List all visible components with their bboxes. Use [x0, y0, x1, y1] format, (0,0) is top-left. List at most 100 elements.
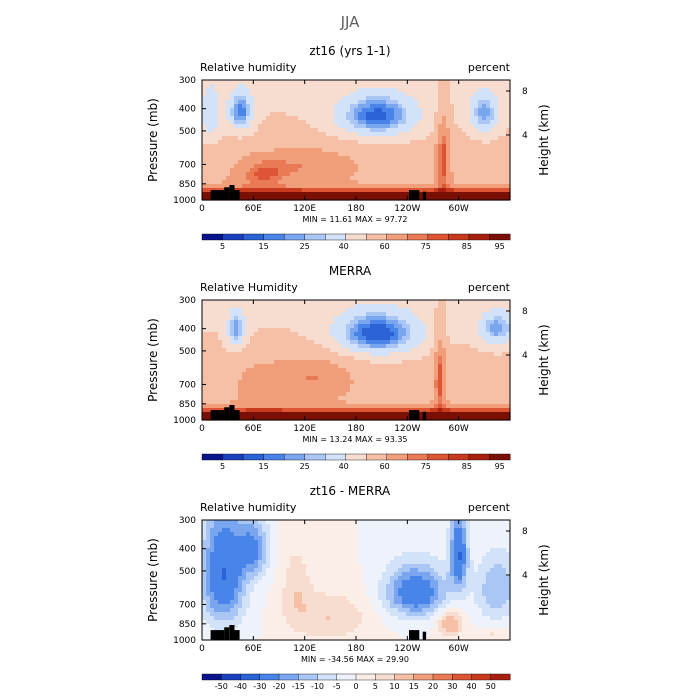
heatmap-cell	[206, 396, 211, 401]
heatmap-cell	[506, 176, 511, 181]
heatmap-cell	[502, 352, 507, 357]
heatmap-cell	[322, 380, 327, 385]
heatmap-cell	[378, 188, 383, 193]
heatmap-cell	[338, 372, 343, 377]
heatmap-cell	[302, 184, 307, 189]
heatmap-cell	[270, 196, 275, 201]
heatmap-cell	[498, 308, 503, 313]
heatmap-cell	[426, 380, 431, 385]
heatmap-cell	[378, 344, 383, 349]
heatmap-cell	[250, 356, 255, 361]
heatmap-cell	[202, 100, 207, 105]
heatmap-cell	[478, 80, 483, 85]
heatmap-cell	[506, 156, 511, 161]
heatmap-cell	[290, 524, 295, 529]
heatmap-cell	[434, 188, 439, 193]
heatmap-cell	[234, 120, 239, 125]
heatmap-cell	[446, 132, 451, 137]
heatmap-cell	[214, 308, 219, 313]
heatmap-cell	[326, 176, 331, 181]
heatmap-cell	[298, 116, 303, 121]
heatmap-cell	[398, 184, 403, 189]
heatmap-cell	[498, 384, 503, 389]
heatmap-cell	[370, 336, 375, 341]
heatmap-cell	[450, 152, 455, 157]
heatmap-cell	[442, 176, 447, 181]
heatmap-cell	[238, 184, 243, 189]
heatmap-cell	[306, 356, 311, 361]
heatmap-cell	[286, 192, 291, 197]
heatmap-cell	[458, 384, 463, 389]
heatmap-cell	[506, 388, 511, 393]
heatmap-cell	[382, 404, 387, 409]
heatmap-cell	[302, 328, 307, 333]
heatmap-cell	[382, 412, 387, 417]
heatmap-cell	[366, 140, 371, 145]
heatmap-cell	[206, 332, 211, 337]
heatmap-cell	[350, 396, 355, 401]
heatmap-cell	[282, 108, 287, 113]
heatmap-cell	[498, 124, 503, 129]
heatmap-cell	[390, 156, 395, 161]
heatmap-cell	[494, 184, 499, 189]
heatmap-cell	[446, 388, 451, 393]
heatmap-cell	[202, 120, 207, 125]
heatmap-cell	[242, 92, 247, 97]
heatmap-cell	[258, 168, 263, 173]
heatmap-cell	[454, 148, 459, 153]
heatmap-cell	[210, 152, 215, 157]
heatmap-cell	[442, 148, 447, 153]
heatmap-cell	[330, 328, 335, 333]
heatmap-cell	[494, 152, 499, 157]
heatmap-cell	[262, 528, 267, 533]
heatmap-cell	[238, 88, 243, 93]
heatmap-cell	[354, 380, 359, 385]
heatmap-cell	[346, 160, 351, 165]
heatmap-cell	[350, 400, 355, 405]
heatmap-cell	[426, 184, 431, 189]
heatmap-cell	[470, 352, 475, 357]
heatmap-cell	[466, 376, 471, 381]
heatmap-cell	[294, 412, 299, 417]
heatmap-cell	[274, 188, 279, 193]
height-tick-label: 8	[522, 307, 528, 317]
heatmap-cell	[254, 132, 259, 137]
heatmap-cell	[498, 128, 503, 133]
heatmap-cell	[342, 184, 347, 189]
heatmap-cell	[458, 344, 463, 349]
heatmap-cell	[402, 132, 407, 137]
heatmap-cell	[398, 84, 403, 89]
heatmap-cell	[402, 304, 407, 309]
heatmap-cell	[438, 180, 443, 185]
heatmap-cell	[358, 316, 363, 321]
heatmap-cell	[458, 308, 463, 313]
heatmap-cell	[422, 336, 427, 341]
heatmap-cell	[274, 80, 279, 85]
heatmap-cell	[306, 116, 311, 121]
heatmap-cell	[318, 144, 323, 149]
heatmap-cell	[346, 156, 351, 161]
heatmap-cell	[406, 136, 411, 141]
heatmap-cell	[402, 392, 407, 397]
heatmap-cell	[406, 416, 411, 421]
heatmap-cell	[498, 344, 503, 349]
heatmap-cell	[322, 84, 327, 89]
heatmap-cell	[294, 400, 299, 405]
heatmap-cell	[214, 344, 219, 349]
heatmap-cell	[498, 316, 503, 321]
heatmap-cell	[214, 140, 219, 145]
heatmap-cell	[346, 312, 351, 317]
heatmap-cell	[354, 88, 359, 93]
heatmap-cell	[342, 408, 347, 413]
heatmap-cell	[318, 124, 323, 129]
heatmap-cell	[462, 364, 467, 369]
heatmap-cell	[486, 340, 491, 345]
heatmap-cell	[490, 188, 495, 193]
heatmap-cell	[358, 408, 363, 413]
heatmap-cell	[498, 156, 503, 161]
heatmap-cell	[350, 304, 355, 309]
heatmap-cell	[394, 176, 399, 181]
heatmap-cell	[390, 348, 395, 353]
heatmap-cell	[234, 364, 239, 369]
heatmap-cell	[434, 112, 439, 117]
